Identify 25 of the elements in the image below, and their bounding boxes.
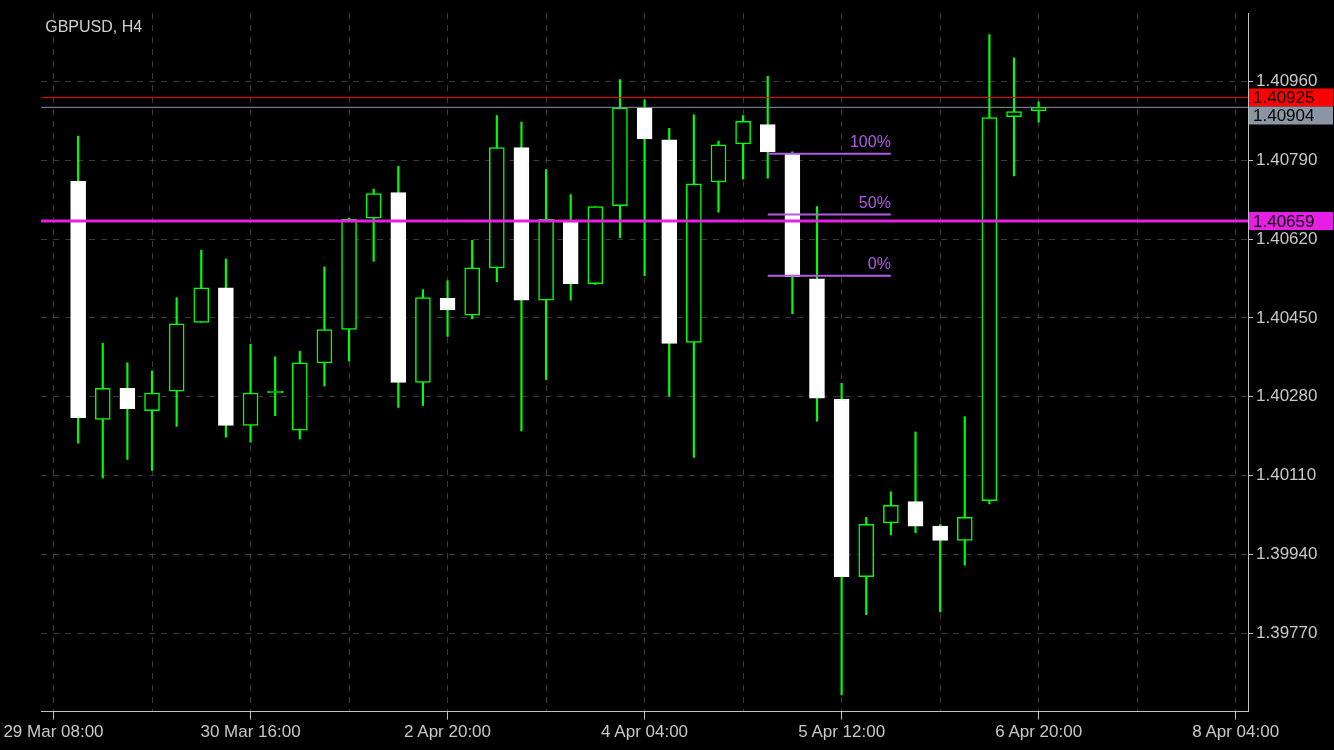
chart-title: GBPUSD, H4	[45, 17, 143, 35]
ref-line-label: 1.40904	[1253, 106, 1315, 126]
annotation: 0%	[867, 255, 891, 273]
x-tick-label: 2 Apr 20:00	[404, 722, 492, 742]
x-tick-label: 6 Apr 20:00	[995, 722, 1083, 742]
y-tick-label: 1.39940	[1256, 544, 1318, 564]
y-tick-label: 1.39770	[1256, 622, 1318, 642]
x-tick-label: 8 Apr 04:00	[1192, 722, 1280, 742]
ref-line-label: 1.40925	[1253, 88, 1315, 108]
y-tick-label: 1.40110	[1256, 465, 1317, 485]
x-tick-label: 29 Mar 08:00	[3, 722, 104, 742]
candlestick	[242, 343, 259, 443]
y-tick-label: 1.40280	[1256, 386, 1318, 406]
x-tick-label: 30 Mar 16:00	[200, 722, 301, 742]
annotation: 100%	[849, 133, 891, 151]
y-tick-label: 1.40620	[1256, 228, 1318, 248]
y-tick-label: 1.40450	[1256, 307, 1318, 327]
annotation: 50%	[858, 193, 891, 211]
ref-line-label: 1.40659	[1253, 211, 1315, 231]
candlestick	[439, 280, 456, 337]
x-tick-label: 5 Apr 12:00	[798, 722, 886, 742]
x-tick-label: 4 Apr 04:00	[601, 722, 689, 742]
y-tick-label: 1.40960	[1256, 71, 1318, 91]
candlestick	[907, 431, 924, 533]
y-tick-label: 1.40790	[1256, 149, 1318, 169]
